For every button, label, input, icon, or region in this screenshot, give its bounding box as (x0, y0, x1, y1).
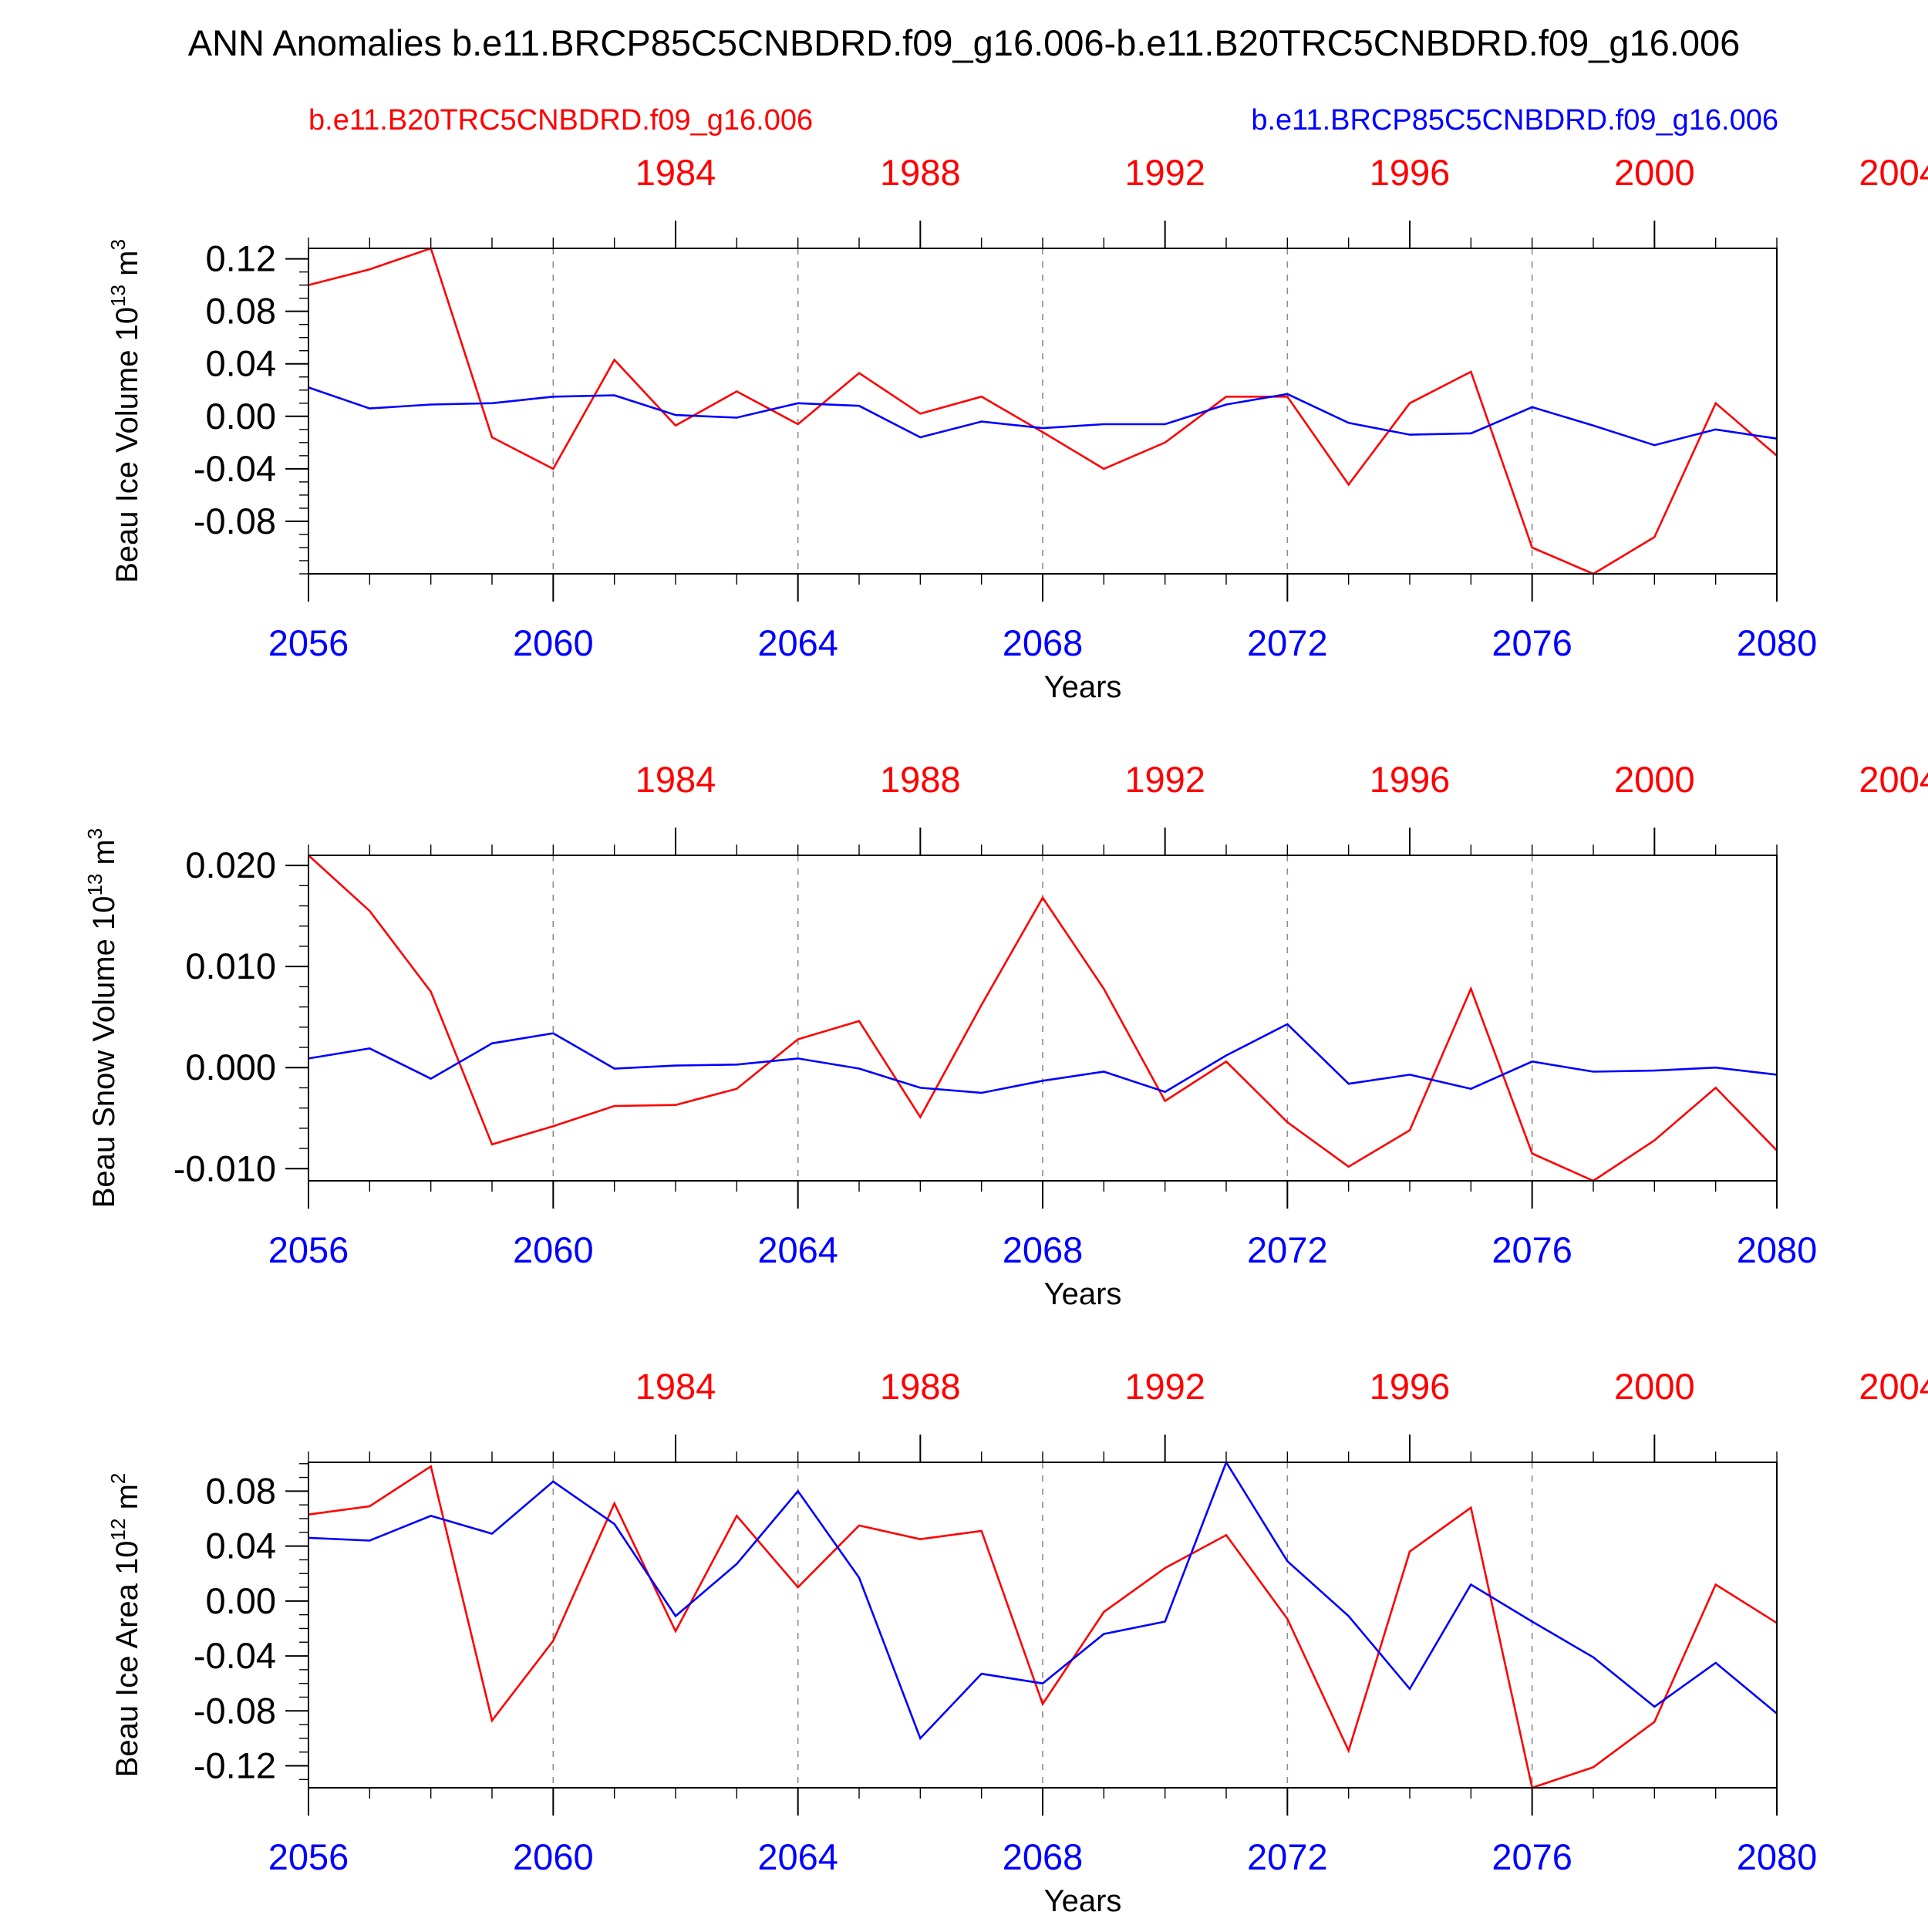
series-line-control (308, 855, 1778, 1182)
y-tick-label: 0.000 (185, 1047, 276, 1087)
plot-frame (308, 248, 1778, 575)
x-tick-label-bottom: 2064 (757, 1836, 838, 1877)
x-tick-label-top: 1988 (880, 152, 961, 193)
panel-1: 2056 2060 2064 2068 2072 2076 2080 1984 1988 1992… (106, 152, 1928, 704)
x-tick-label-bottom: 2068 (1003, 1229, 1084, 1270)
x-tick-label-top: 2004 (1859, 152, 1928, 193)
panel-2: 2056 2060 2064 2068 2072 2076 2080 1984 1988 1992… (83, 759, 1928, 1311)
x-tick-label-bottom: 2072 (1247, 1836, 1328, 1877)
y-tick-label: 0.04 (206, 1526, 276, 1566)
x-axis-label: Years (1044, 1884, 1122, 1918)
x-tick-label-bottom: 2080 (1737, 1229, 1818, 1270)
x-tick-label-top: 2000 (1614, 759, 1695, 800)
y-tick-label: -0.12 (194, 1745, 276, 1786)
y-tick-label: 0.00 (206, 396, 276, 437)
y-tick-label: 0.08 (206, 1470, 276, 1511)
x-tick-label-bottom: 2068 (1003, 622, 1084, 663)
x-tick-label-top: 2004 (1859, 1366, 1928, 1407)
y-axis-label: Beau Snow Volume 1013 m3 (83, 828, 121, 1209)
x-tick-label-bottom: 2056 (268, 1836, 349, 1877)
x-tick-label-bottom: 2064 (757, 1229, 838, 1270)
x-tick-label-bottom: 2076 (1492, 622, 1572, 663)
x-tick-label-top: 1992 (1124, 1366, 1205, 1407)
x-tick-label-top: 1984 (635, 1366, 716, 1407)
plot-frame (308, 855, 1778, 1182)
x-tick-label-bottom: 2072 (1247, 622, 1328, 663)
x-tick-label-bottom: 2076 (1492, 1836, 1572, 1877)
series-line-experiment (308, 1023, 1778, 1094)
x-tick-label-top: 1992 (1124, 759, 1205, 800)
y-tick-label: -0.08 (194, 501, 276, 541)
y-axis-label: Beau Ice Volume 1013 m3 (106, 239, 144, 583)
legend-experiment-run: b.e11.BRCP85C5CNBDRD.f09_g16.006 (1251, 104, 1778, 137)
series-line-experiment (308, 386, 1778, 447)
x-tick-label-bottom: 2056 (268, 622, 349, 663)
y-tick-label: 0.00 (206, 1580, 276, 1621)
x-tick-label-top: 2000 (1614, 152, 1695, 193)
plot-frame (308, 1462, 1778, 1789)
panels-group: 2056 2060 2064 2068 2072 2076 2080 1984 1988 1992… (83, 152, 1928, 1918)
y-tick-label: 0.08 (206, 291, 276, 332)
y-tick-label: -0.010 (174, 1148, 276, 1189)
x-tick-label-bottom: 2060 (513, 622, 594, 663)
x-tick-label-top: 2000 (1614, 1366, 1695, 1407)
y-tick-label: -0.04 (194, 448, 276, 489)
x-tick-label-bottom: 2064 (757, 622, 838, 663)
panel-3: 2056 2060 2064 2068 2072 2076 2080 1984 1988 1992… (106, 1366, 1928, 1918)
x-tick-label-bottom: 2060 (513, 1836, 594, 1877)
x-tick-label-top: 2004 (1859, 759, 1928, 800)
x-tick-label-bottom: 2068 (1003, 1836, 1084, 1877)
x-tick-label-top: 1992 (1124, 152, 1205, 193)
y-tick-label: 0.020 (185, 845, 276, 885)
x-tick-label-bottom: 2072 (1247, 1229, 1328, 1270)
x-tick-label-bottom: 2056 (268, 1229, 349, 1270)
x-tick-label-bottom: 2080 (1737, 1836, 1818, 1877)
x-tick-label-top: 1996 (1370, 152, 1451, 193)
x-tick-label-bottom: 2080 (1737, 622, 1818, 663)
series-line-control (308, 247, 1778, 575)
series-line-experiment (308, 1460, 1778, 1741)
x-tick-label-top: 1996 (1370, 759, 1451, 800)
x-tick-label-top: 1996 (1370, 1366, 1451, 1407)
x-tick-label-top: 1984 (635, 152, 716, 193)
y-tick-label: 0.12 (206, 238, 276, 279)
x-axis-label: Years (1044, 670, 1122, 704)
x-tick-label-bottom: 2060 (513, 1229, 594, 1270)
chart-title: ANN Anomalies b.e11.BRCP85C5CNBDRD.f09_g… (188, 22, 1741, 63)
x-tick-label-top: 1984 (635, 759, 716, 800)
y-axis-label: Beau Ice Area 1012 m2 (106, 1473, 144, 1778)
y-tick-label: 0.04 (206, 343, 276, 384)
x-axis-label: Years (1044, 1277, 1122, 1311)
x-tick-label-bottom: 2076 (1492, 1229, 1572, 1270)
x-tick-label-top: 1988 (880, 1366, 961, 1407)
y-tick-label: -0.04 (194, 1635, 276, 1676)
y-tick-label: 0.010 (185, 946, 276, 986)
y-tick-label: -0.08 (194, 1690, 276, 1731)
legend-control-run: b.e11.B20TRC5CNBDRD.f09_g16.006 (308, 104, 813, 137)
x-tick-label-top: 1988 (880, 759, 961, 800)
